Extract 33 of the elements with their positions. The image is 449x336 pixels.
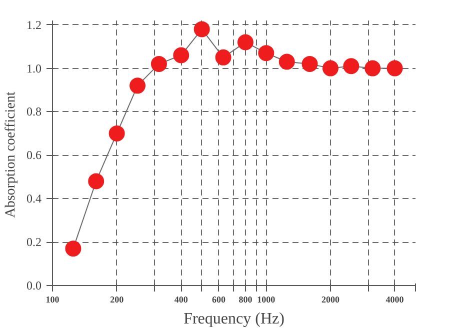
point bbox=[150, 56, 167, 72]
point bbox=[88, 173, 104, 190]
point bbox=[173, 47, 190, 64]
point bbox=[215, 49, 232, 66]
x-tick-label: 2000 bbox=[321, 294, 340, 304]
x-tick-label: 600 bbox=[212, 294, 226, 304]
x-axis-title: Frequency (Hz) bbox=[184, 310, 284, 328]
x-tick-label: 200 bbox=[110, 294, 124, 304]
y-tick-label: 0.6 bbox=[26, 148, 42, 162]
point bbox=[237, 34, 254, 50]
y-tick-label: 1.2 bbox=[26, 18, 42, 32]
x-tick-label: 400 bbox=[174, 294, 188, 304]
y-axis-title: Absorption coefficient bbox=[4, 92, 18, 218]
point bbox=[386, 60, 403, 76]
point bbox=[364, 60, 381, 76]
point bbox=[130, 78, 146, 94]
point bbox=[65, 240, 82, 257]
y-tick-label: 0.4 bbox=[26, 192, 42, 206]
point bbox=[278, 54, 295, 70]
y-tick-label: 0.8 bbox=[26, 104, 42, 119]
point bbox=[322, 60, 338, 76]
x-tick-label: 4000 bbox=[386, 294, 404, 304]
point bbox=[194, 21, 210, 38]
y-tick-label: 0.0 bbox=[26, 278, 42, 292]
point bbox=[108, 125, 125, 142]
point bbox=[258, 45, 274, 62]
x-tick-label: 100 bbox=[46, 294, 60, 304]
y-tick-label: 0.2 bbox=[26, 235, 42, 250]
point bbox=[302, 56, 318, 72]
x-tick-label: 800 bbox=[238, 294, 253, 304]
y-tick-label: 1.0 bbox=[26, 61, 42, 76]
point bbox=[343, 58, 360, 74]
x-tick-label: 1000 bbox=[257, 294, 276, 304]
